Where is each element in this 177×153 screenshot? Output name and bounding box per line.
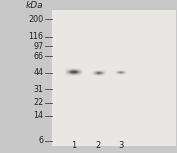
Text: 31: 31 [33,85,43,94]
Text: 116: 116 [28,32,43,41]
Text: 22: 22 [33,98,43,107]
Text: 97: 97 [33,42,43,51]
Text: 3: 3 [119,141,124,150]
Text: 66: 66 [33,52,43,61]
Text: kDa: kDa [26,1,43,10]
Text: 6: 6 [38,136,43,145]
Text: 200: 200 [28,15,43,24]
Bar [52,10,176,146]
Text: 14: 14 [33,111,43,120]
Text: 1: 1 [71,141,76,150]
Text: 2: 2 [96,141,101,150]
Text: 44: 44 [33,68,43,77]
